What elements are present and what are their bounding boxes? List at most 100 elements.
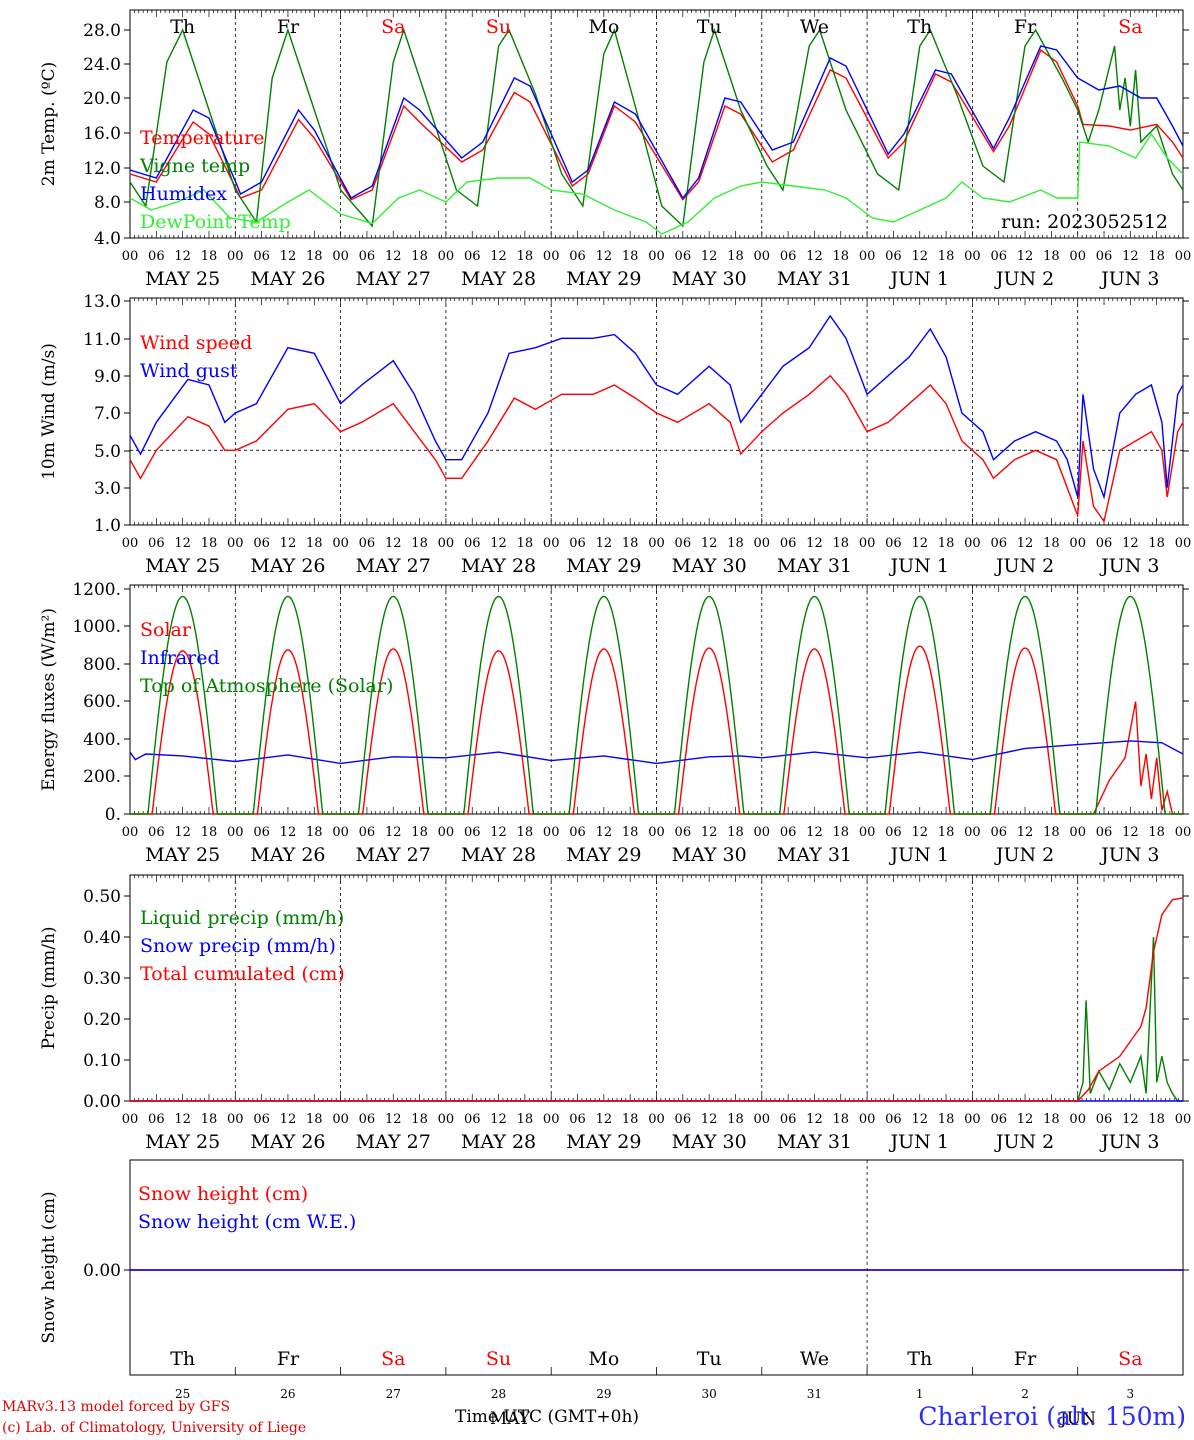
hour-tick-label: 12 — [1122, 1112, 1139, 1127]
hour-tick-label: 18 — [622, 249, 639, 264]
hour-tick-label: 12 — [911, 249, 928, 264]
hour-tick-label: 12 — [1122, 536, 1139, 551]
date-label: MAY 25 — [145, 268, 220, 290]
series-line — [129, 48, 1184, 201]
hour-tick-label: 00 — [648, 1112, 665, 1127]
y-tick-label: 600. — [83, 692, 121, 712]
hour-tick-label: 00 — [1069, 249, 1086, 264]
hour-tick-label: 06 — [885, 825, 902, 840]
y-axis-title: Energy fluxes (W/m²) — [39, 608, 59, 791]
hour-tick-label: 06 — [1096, 536, 1113, 551]
hour-tick-label: 12 — [1122, 825, 1139, 840]
legend-entry: Liquid precip (mm/h) — [140, 907, 344, 929]
hour-tick-label: 00 — [859, 536, 876, 551]
month-label: MAY — [490, 1409, 531, 1429]
y-tick-label: 0.00 — [83, 1261, 121, 1281]
hour-tick-label: 18 — [938, 536, 955, 551]
date-label: MAY 28 — [461, 555, 536, 577]
hour-tick-label: 18 — [1148, 536, 1165, 551]
hour-tick-label: 00 — [438, 825, 455, 840]
hour-tick-label: 18 — [411, 1112, 428, 1127]
hour-tick-label: 12 — [596, 1112, 613, 1127]
day-number-label: 3 — [1127, 1387, 1135, 1401]
hour-tick-label: 12 — [385, 1112, 402, 1127]
date-label: JUN 3 — [1099, 555, 1159, 577]
hour-tick-label: 06 — [148, 1112, 165, 1127]
weekday-label-bottom: We — [800, 1348, 829, 1370]
hour-tick-label: 12 — [806, 825, 823, 840]
weekday-label-top: Fr — [277, 16, 300, 38]
hour-tick-label: 06 — [1096, 249, 1113, 264]
weekday-label-bottom: Mo — [588, 1348, 619, 1370]
legend-entry: Humidex — [140, 183, 227, 205]
date-label: MAY 31 — [777, 844, 852, 866]
hour-tick-label: 18 — [622, 536, 639, 551]
hour-tick-label: 06 — [885, 1112, 902, 1127]
hour-tick-label: 06 — [359, 825, 376, 840]
legend-entry: Vigne temp — [139, 155, 250, 177]
legend-entry: Infrared — [140, 647, 220, 669]
hour-tick-label: 06 — [569, 1112, 586, 1127]
hour-tick-label: 18 — [517, 249, 534, 264]
series-line — [129, 314, 1184, 500]
y-tick-label: 400. — [83, 730, 121, 750]
hour-tick-label: 06 — [675, 825, 692, 840]
hour-tick-label: 06 — [675, 1112, 692, 1127]
hour-tick-label: 18 — [727, 249, 744, 264]
hour-tick-label: 06 — [885, 536, 902, 551]
y-tick-label: 0. — [105, 805, 121, 825]
hour-tick-label: 00 — [1175, 536, 1192, 551]
y-tick-label: 12.0 — [83, 159, 121, 179]
hour-tick-label: 06 — [780, 536, 797, 551]
hour-tick-label: 12 — [490, 1112, 507, 1127]
date-label: JUN 2 — [994, 844, 1054, 866]
hour-tick-label: 18 — [306, 825, 323, 840]
hour-tick-label: 12 — [385, 825, 402, 840]
date-label: MAY 25 — [145, 1131, 220, 1153]
day-number-label: 2 — [1021, 1387, 1029, 1401]
hour-tick-label: 06 — [780, 825, 797, 840]
hour-tick-label: 18 — [1043, 1112, 1060, 1127]
run-label: run: 2023052512 — [1001, 211, 1168, 233]
hour-tick-label: 00 — [964, 825, 981, 840]
hour-tick-label: 12 — [174, 536, 191, 551]
date-label: JUN 2 — [994, 555, 1054, 577]
y-tick-label: 0.30 — [83, 969, 121, 989]
hour-tick-label: 18 — [727, 1112, 744, 1127]
hour-tick-label: 00 — [438, 249, 455, 264]
series-line — [129, 45, 1184, 200]
hour-tick-label: 12 — [280, 1112, 297, 1127]
hour-tick-label: 18 — [727, 536, 744, 551]
hour-tick-label: 18 — [833, 1112, 850, 1127]
hour-tick-label: 00 — [1069, 1112, 1086, 1127]
hour-tick-label: 06 — [253, 249, 270, 264]
legend-entry: Wind speed — [140, 332, 252, 354]
hour-tick-label: 18 — [938, 1112, 955, 1127]
date-label: MAY 31 — [777, 555, 852, 577]
legend-entry: Temperature — [140, 127, 264, 149]
hour-tick-label: 00 — [438, 1112, 455, 1127]
y-tick-label: 5.0 — [94, 442, 121, 462]
hour-tick-label: 12 — [1122, 249, 1139, 264]
legend-entry: Wind gust — [140, 360, 238, 382]
hour-tick-label: 06 — [148, 825, 165, 840]
day-number-label: 29 — [596, 1387, 611, 1401]
hour-tick-label: 06 — [253, 536, 270, 551]
hour-tick-label: 18 — [833, 249, 850, 264]
hour-tick-label: 00 — [122, 1112, 139, 1127]
date-label: MAY 28 — [461, 1131, 536, 1153]
credit-line-2: (c) Lab. of Climatology, University of L… — [2, 1420, 307, 1436]
weekday-label-bottom: Tu — [697, 1348, 722, 1370]
hour-tick-label: 06 — [253, 1112, 270, 1127]
hour-tick-label: 18 — [201, 536, 218, 551]
hour-tick-label: 06 — [885, 249, 902, 264]
hour-tick-label: 12 — [174, 249, 191, 264]
weekday-label-bottom: Fr — [277, 1348, 300, 1370]
weekday-label-top: Sa — [381, 16, 405, 38]
hour-tick-label: 12 — [385, 536, 402, 551]
hour-tick-label: 00 — [859, 249, 876, 264]
weekday-label-top: Th — [170, 16, 195, 38]
hour-tick-label: 12 — [1017, 1112, 1034, 1127]
hour-tick-label: 00 — [543, 536, 560, 551]
hour-tick-label: 06 — [569, 536, 586, 551]
